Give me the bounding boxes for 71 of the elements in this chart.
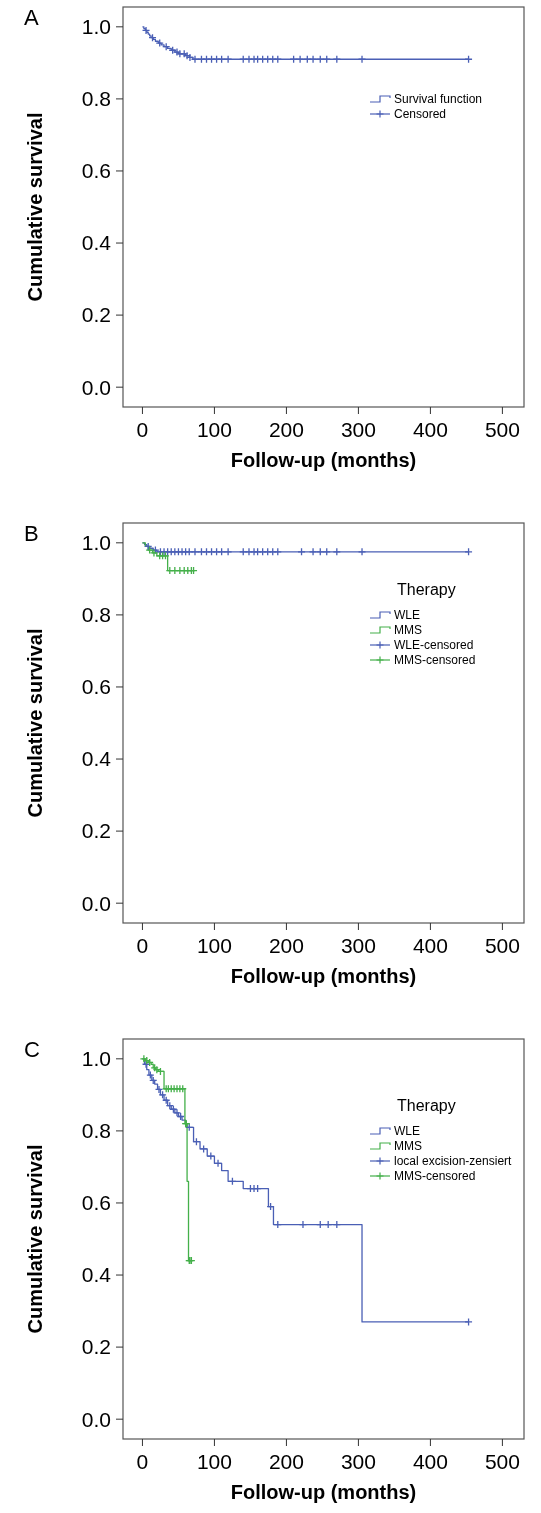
legend-title: Therapy <box>397 1097 456 1114</box>
x-tick-label: 300 <box>340 934 376 957</box>
x-tick-label: 500 <box>484 934 520 957</box>
x-tick-label: 200 <box>268 1450 304 1473</box>
legend-label: Censored <box>394 107 447 122</box>
point <box>206 1151 215 1161</box>
legend-label: local excision-zensiert <box>394 1154 513 1169</box>
y-axis-title: Cumulative survival <box>24 112 46 302</box>
y-axis-title: Cumulative survival <box>24 1144 46 1334</box>
legend-label: MMS-censored <box>394 1169 476 1184</box>
chart-title: C <box>24 1037 40 1062</box>
legend-label: MMS <box>394 1139 422 1154</box>
x-tick-label: 100 <box>196 418 232 441</box>
point <box>244 55 254 64</box>
x-axis-title: Follow-up (months) <box>230 965 417 987</box>
x-tick-label: 0 <box>136 418 149 441</box>
y-tick-label: 0.0 <box>81 1407 111 1431</box>
y-axis-title: Cumulative survival <box>24 628 46 818</box>
x-tick-label: 200 <box>268 418 304 441</box>
x-axis-title: Follow-up (months) <box>230 449 417 471</box>
y-tick-label: 0.8 <box>81 1119 111 1143</box>
x-tick-label: 500 <box>484 1450 520 1473</box>
point <box>464 1317 473 1327</box>
legend-title: Therapy <box>397 581 456 598</box>
y-tick-label: 0.2 <box>81 1335 111 1359</box>
point <box>223 55 233 64</box>
point <box>295 55 305 64</box>
legend-label: WLE <box>394 1124 421 1139</box>
x-tick-label: 400 <box>412 934 448 957</box>
x-tick-label: 400 <box>412 418 448 441</box>
x-tick-label: 400 <box>412 1450 448 1473</box>
x-axis-title: Follow-up (months) <box>230 1481 417 1503</box>
y-tick-label: 0.6 <box>81 159 111 183</box>
point <box>357 547 367 556</box>
y-tick-label: 0.4 <box>81 1263 112 1287</box>
legend-label: MMS-censored <box>394 653 476 668</box>
y-tick-label: 1.0 <box>81 15 111 39</box>
point <box>141 26 151 35</box>
y-tick-label: 0.4 <box>81 747 112 771</box>
point <box>308 547 318 556</box>
point <box>357 55 367 64</box>
point <box>244 547 254 556</box>
x-tick-label: 300 <box>340 1450 376 1473</box>
legend-label: WLE-censored <box>394 638 474 653</box>
legend-label: MMS <box>394 623 422 638</box>
legend-label: Survival function <box>394 92 483 107</box>
y-tick-label: 1.0 <box>81 531 111 555</box>
x-tick-label: 200 <box>268 934 304 957</box>
y-tick-label: 0.6 <box>81 675 111 699</box>
x-tick-label: 0 <box>136 1450 149 1473</box>
point <box>223 547 233 556</box>
y-tick-label: 0.6 <box>81 1191 111 1215</box>
point <box>190 547 200 556</box>
x-tick-label: 500 <box>484 418 520 441</box>
legend-label: WLE <box>394 608 421 623</box>
chart-title: B <box>24 521 39 546</box>
y-tick-label: 0.8 <box>81 603 111 627</box>
y-tick-label: 0.4 <box>81 231 112 255</box>
y-tick-label: 0.0 <box>81 891 111 915</box>
y-tick-label: 0.0 <box>81 375 111 399</box>
y-tick-label: 1.0 <box>81 1047 111 1071</box>
x-tick-label: 300 <box>340 418 376 441</box>
x-tick-label: 100 <box>196 1450 232 1473</box>
x-tick-label: 0 <box>136 934 149 957</box>
chart-title: A <box>24 5 39 30</box>
point <box>199 1144 208 1154</box>
x-tick-label: 100 <box>196 934 232 957</box>
point <box>308 55 318 64</box>
y-tick-label: 0.2 <box>81 303 111 327</box>
y-tick-label: 0.8 <box>81 87 111 111</box>
y-tick-label: 0.2 <box>81 819 111 843</box>
